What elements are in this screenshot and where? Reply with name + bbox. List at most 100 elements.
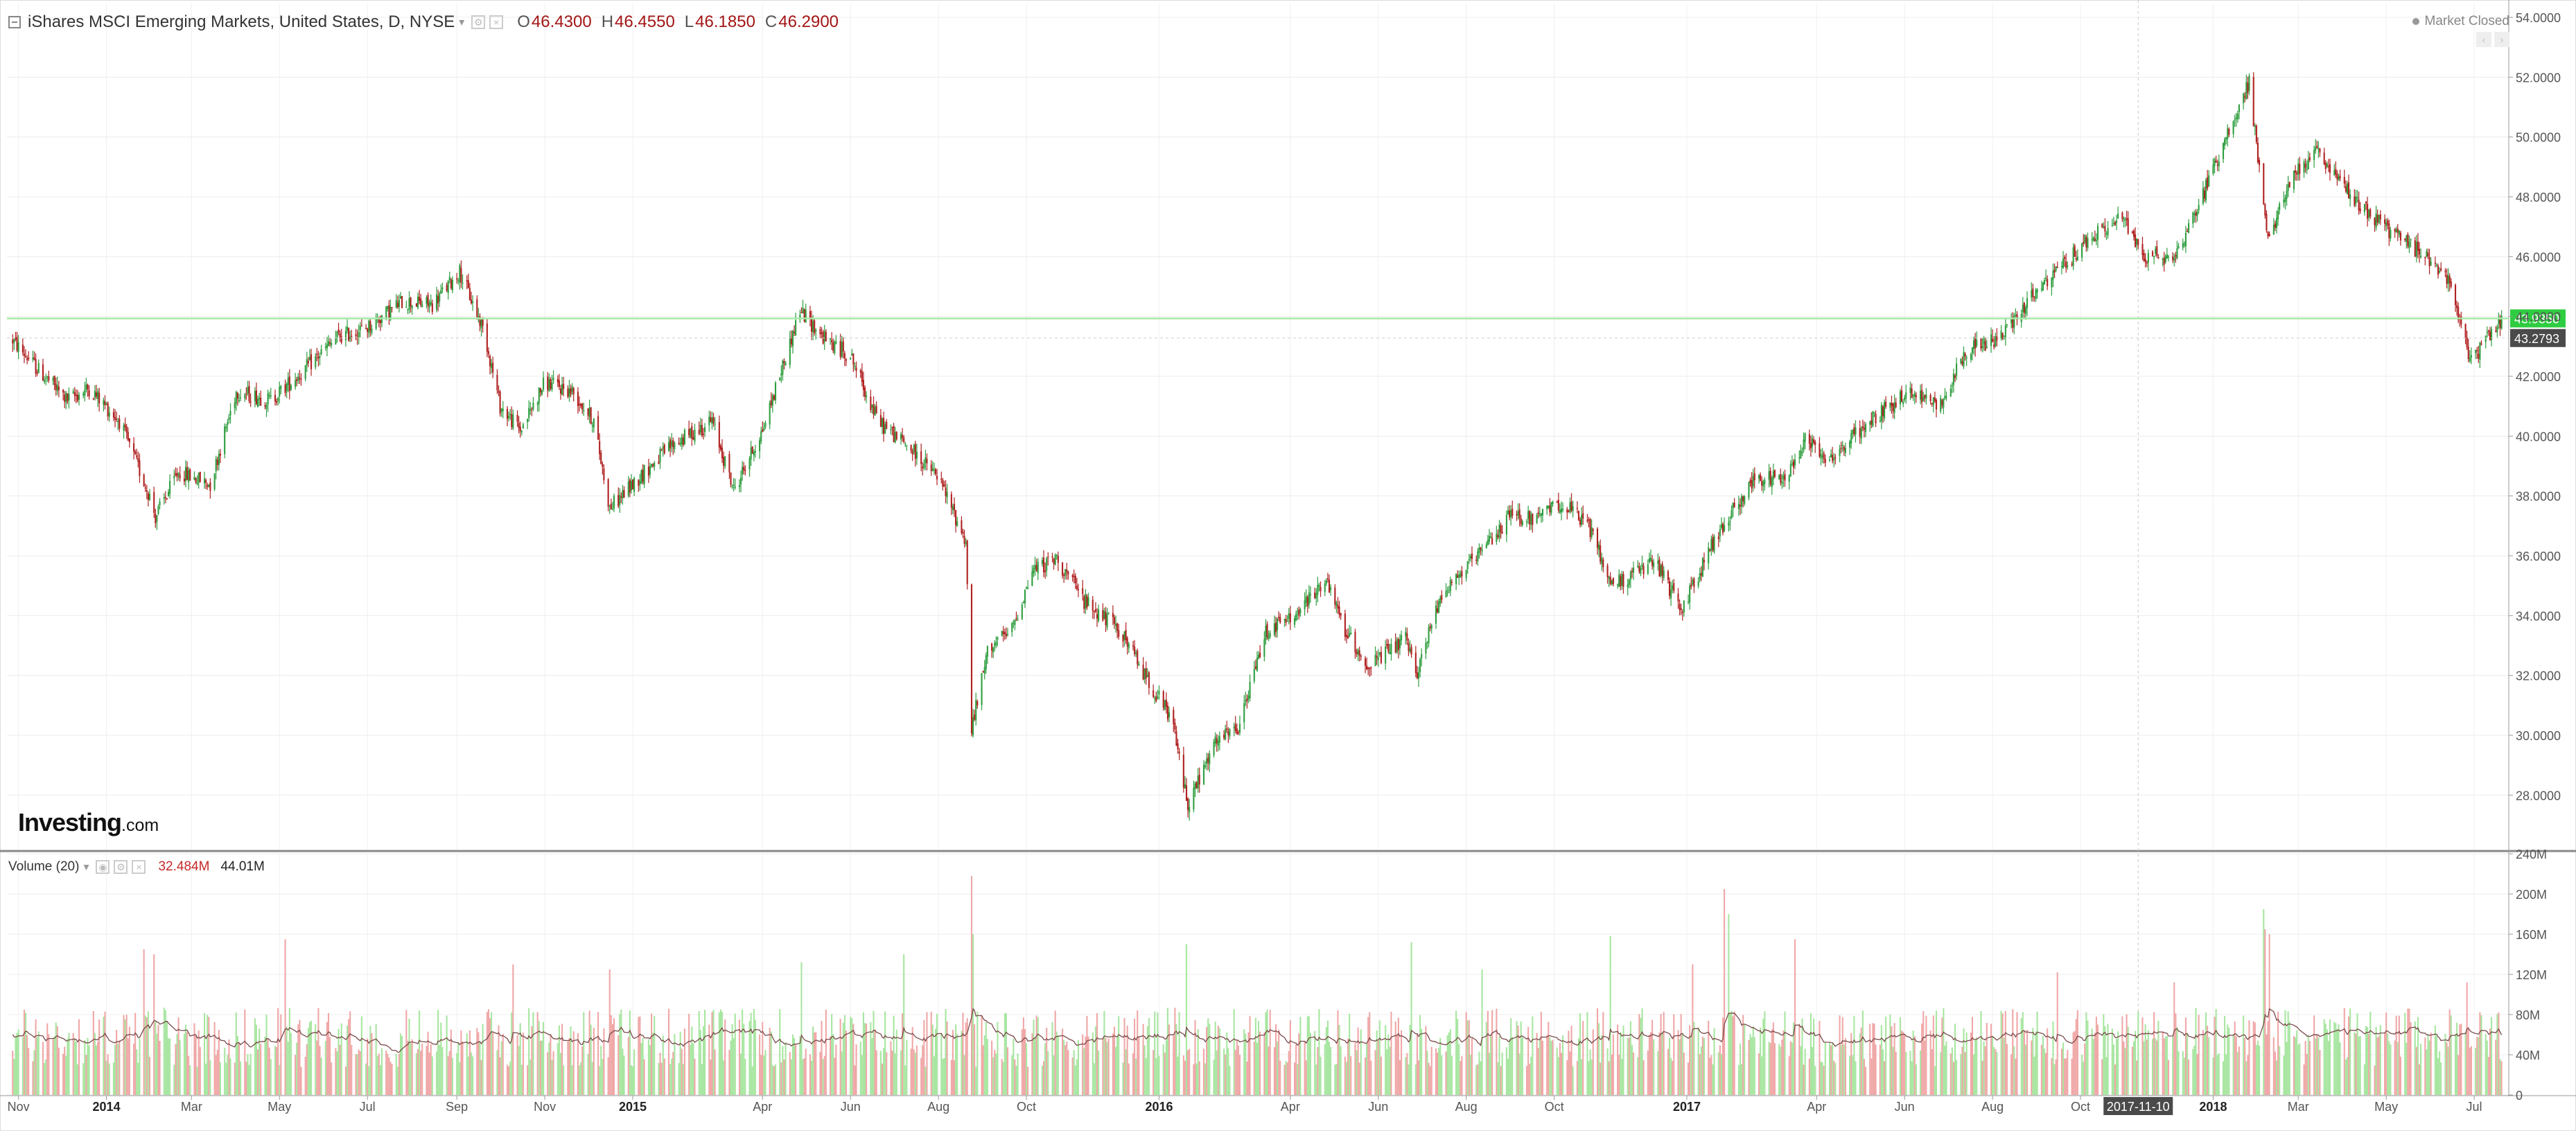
candle-body (1397, 639, 1399, 651)
candle-body (975, 700, 977, 721)
candle-body (536, 403, 538, 405)
candle-body (1516, 514, 1518, 516)
candle-body (420, 298, 422, 306)
volume-bar (902, 1013, 904, 1095)
candle-body (1162, 691, 1164, 708)
candle-body (1550, 502, 1552, 514)
candle-body (819, 328, 821, 335)
volume-bar (1318, 1009, 1320, 1095)
candle-body (591, 425, 593, 427)
volume-bar (1510, 1018, 1512, 1095)
volume-bar (1304, 1041, 1306, 1095)
candle-body (1912, 394, 1914, 396)
candle-body (1051, 556, 1053, 558)
chevron-down-icon[interactable]: ▾ (459, 17, 465, 28)
candle-body (1257, 654, 1260, 659)
candle-body (1548, 505, 1550, 509)
candle-body (85, 384, 87, 390)
volume-bar (1480, 1061, 1482, 1095)
close-icon[interactable]: × (489, 15, 504, 29)
candle-body (2417, 241, 2419, 251)
volume-bar (1621, 1059, 1623, 1095)
candle-body (1031, 571, 1033, 586)
candle-body (1781, 482, 1783, 484)
volume-bar (2266, 1034, 2268, 1095)
volume-bar (1396, 1035, 1398, 1095)
candle-body (2111, 225, 2113, 227)
candle-body (2153, 256, 2155, 258)
settings-icon[interactable]: ⚙ (471, 15, 486, 29)
candle-body (175, 473, 177, 475)
volume-bar (617, 1035, 620, 1095)
candle-body (519, 426, 521, 432)
volume-bar (1041, 1065, 1043, 1095)
volume-bar (1092, 1032, 1094, 1095)
candle-body (1703, 560, 1706, 563)
volume-bar (1737, 1064, 1740, 1095)
candle-body (2275, 218, 2278, 229)
volume-bar (2141, 1017, 2144, 1095)
volume-bar (2274, 1051, 2276, 1095)
candle-body (2012, 317, 2014, 328)
candle-body (1074, 576, 1076, 584)
scroll-right-icon[interactable]: › (2494, 32, 2509, 47)
candle-body (638, 480, 640, 486)
settings-icon[interactable]: ⚙ (114, 860, 128, 874)
volume-bar (1370, 1060, 1372, 1095)
volume-bar (1126, 1026, 1128, 1095)
volume-bar (2272, 1037, 2275, 1095)
candle-body (1107, 613, 1110, 614)
volume-bar (1609, 936, 1611, 1095)
candle-body (2072, 247, 2074, 266)
candle-body (552, 378, 554, 380)
price-legend: iShares MSCI Emerging Markets, United St… (8, 12, 839, 32)
volume-bar (2406, 1042, 2408, 1095)
volume-bar (94, 1033, 96, 1095)
candle-body (119, 419, 121, 429)
candle-body (1653, 562, 1655, 568)
eye-icon[interactable]: ◉ (96, 860, 110, 874)
candle-body (240, 396, 242, 398)
candle-body (547, 376, 549, 390)
volume-bar (843, 1015, 845, 1095)
collapse-icon[interactable] (8, 16, 21, 28)
close-icon[interactable]: × (132, 860, 146, 874)
candle-body (2052, 270, 2054, 280)
candle-body (435, 295, 438, 310)
volume-bar (1536, 1033, 1538, 1095)
volume-bar (2379, 1025, 2381, 1095)
volume-bar (1004, 1013, 1006, 1095)
volume-bar (2040, 1044, 2042, 1095)
chevron-down-icon[interactable]: ▾ (83, 861, 89, 873)
scroll-left-icon[interactable]: ‹ (2476, 32, 2491, 47)
volume-bar (2355, 1033, 2357, 1095)
candle-body (841, 342, 843, 358)
volume-bar (58, 1047, 60, 1095)
volume-bar (2283, 1055, 2285, 1095)
candle-body (1055, 554, 1058, 556)
candle-body (662, 446, 664, 450)
candle-body (236, 393, 238, 399)
volume-bar (329, 1037, 331, 1095)
candle-body (468, 288, 471, 300)
volume-bar (365, 1063, 367, 1095)
volume-bar (2397, 1042, 2399, 1095)
volume-bar (339, 1044, 341, 1095)
volume-bar (1971, 1017, 1974, 1095)
volume-bar (620, 1009, 622, 1095)
candle-body (1512, 509, 1514, 516)
candle-body (2408, 241, 2410, 249)
candle-body (1277, 618, 1279, 631)
candle-body (914, 444, 916, 459)
candle-body (2313, 150, 2315, 160)
volume-bar (116, 1030, 118, 1095)
volume-bar (1892, 1046, 1894, 1095)
candle-body (1520, 518, 1522, 525)
candle-body (33, 357, 35, 360)
candle-body (753, 451, 755, 456)
candle-body (213, 473, 216, 489)
candle-body (169, 480, 171, 494)
volume-bar (186, 1032, 189, 1095)
candle-body (186, 467, 189, 480)
